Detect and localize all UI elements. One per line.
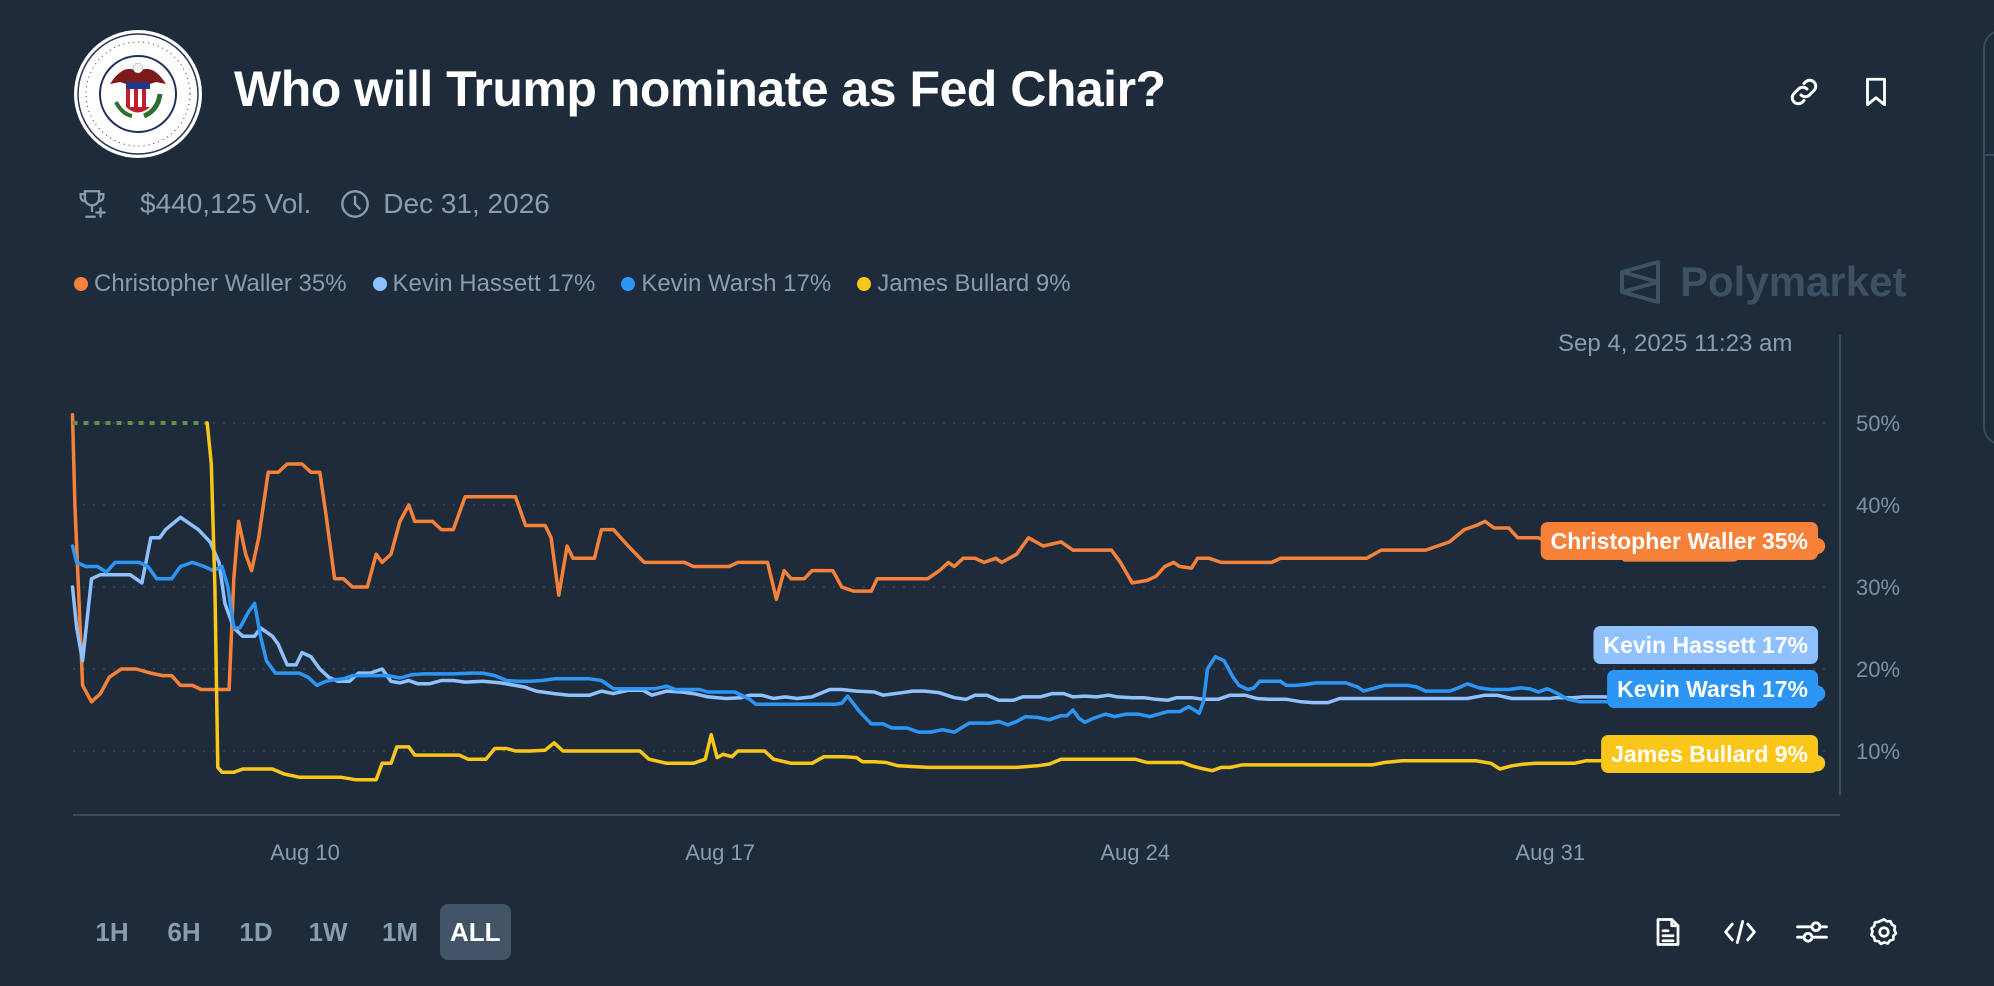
embed-button[interactable] [1718,910,1762,954]
range-1w[interactable]: 1W [308,916,348,947]
range-6h[interactable]: 6H [167,916,201,947]
legend-dot [621,277,636,291]
legend-dot [74,277,88,291]
series-end-label: James Bullard 9% [1601,735,1818,773]
price-history-chart[interactable]: 10%20%30%40%50%Aug 10 Aug 17 Aug 24 Aug 31 … [0,0,1994,880]
market-meta: $440,125 Vol. Dec 31, 2026 [74,186,550,222]
federal-reserve-seal-icon [77,33,199,155]
brand-name: Polymarket [1680,258,1907,305]
hover-timestamp: Sep 4, 2025 11:23 am [1558,330,1793,357]
series-end-label-bg [1540,522,1818,560]
series-end-label-bg [1601,735,1818,773]
copy-link-button[interactable] [1784,72,1824,112]
y-tick-label: 50% [1856,411,1900,436]
series-end-label-bg [1607,670,1818,708]
time-range-selector: 1H 6H 1D 1W 1M ALL [80,904,519,960]
sliders-icon [1796,921,1828,943]
code-icon [1724,920,1756,944]
trophy-icon [74,186,110,222]
x-tick-label: Aug 10 [270,840,340,865]
series-end-label: Kevin Hassett 17% [1593,626,1818,664]
legend-item-waller: Christopher Waller 35% [74,270,347,298]
series-line-christopher-waller [70,413,1819,704]
link-icon [1790,78,1818,106]
bookmark-icon [1866,77,1886,107]
chart-lines [70,413,1819,782]
series-end-label-bg [1593,626,1818,664]
market-title: Who will Trump nominate as Fed Chair? [234,61,1166,117]
series-end-label-text: Kevin Warsh 17% [1617,676,1808,702]
legend-item-hassett: Kevin Hassett 17% [372,270,596,298]
legend-label: Kevin Hassett 17% [392,270,596,297]
legend-item-warsh: Kevin Warsh 17% [621,270,831,298]
range-1d[interactable]: 1D [239,916,273,947]
range-all[interactable]: ALL [440,904,511,960]
clock-icon [337,186,373,222]
y-tick-label: 10% [1856,739,1900,764]
series-end-label: Kevin Warsh 17% [1607,670,1818,708]
document-icon [1656,918,1680,946]
chart-settings-button[interactable] [1790,910,1834,954]
range-1h[interactable]: 1H [95,916,129,947]
series-end-label-text: James Bullard 9% [1611,741,1808,767]
y-tick-label: 20% [1856,657,1900,682]
chart-legend: Christopher Waller 35% Kevin Hassett 17%… [74,270,1097,298]
y-tick-label: 30% [1856,575,1900,600]
legend-label: James Bullard 9% [877,270,1071,297]
legend-item-bullard: James Bullard 9% [857,270,1071,298]
range-1m[interactable]: 1M [381,916,419,947]
settings-button[interactable] [1862,910,1906,954]
legend-dot [857,277,872,291]
series-end-label: Christopher Waller 35% [1540,522,1818,560]
side-panel-edge [1983,30,1994,445]
chart-tools [1646,910,1934,954]
rules-button[interactable] [1646,910,1690,954]
x-tick-label: Aug 24 [1100,840,1170,865]
bookmark-button[interactable] [1856,72,1896,112]
legend-dot [372,277,387,291]
polymarket-logo-icon [1620,260,1660,304]
side-panel-divider [1985,154,1994,156]
series-end-label-text: Kevin Hassett 17% [1603,632,1808,658]
legend-label: Christopher Waller 35% [94,270,347,297]
end-date-text: Dec 31, 2026 [383,188,550,219]
series-line-james-bullard [205,421,1819,782]
chart-axes: 10% 20% 30% 40% 50% Aug 10 Aug 17 Aug 24 Aug 31 [73,335,1900,865]
series-line-kevin-hassett [70,515,1819,705]
volume-text: $440,125 Vol. [140,188,312,219]
y-tick-label: 40% [1856,493,1900,518]
polymarket-watermark: Polymarket [1618,258,1906,306]
series-line-kevin-warsh [70,544,1819,734]
gear-icon [1870,918,1898,946]
series-end-label-text: Christopher Waller 35% [1551,528,1808,554]
chart-grid [73,422,1830,752]
chart-end-labels: Christopher Waller 35% Kevin Hassett 17% K… [1540,522,1826,773]
x-tick-label: Aug 17 [685,840,755,865]
market-logo [74,30,202,158]
x-tick-label: Aug 31 [1515,840,1585,865]
legend-label: Kevin Warsh 17% [641,270,832,297]
